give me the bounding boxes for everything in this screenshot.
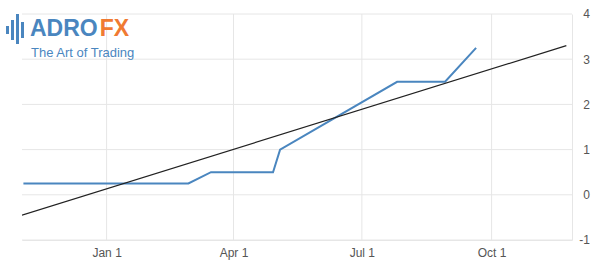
tick-label: Oct 1 bbox=[478, 246, 507, 260]
tick: -1 bbox=[572, 233, 590, 247]
logo-icon bbox=[16, 14, 19, 44]
tick: Jul 1 bbox=[350, 240, 376, 260]
logo-icon bbox=[11, 20, 14, 40]
grid-line bbox=[361, 14, 362, 240]
tick-label: Apr 1 bbox=[220, 246, 249, 260]
tick-label: 3 bbox=[583, 53, 590, 67]
tick: 1 bbox=[572, 143, 590, 157]
tick-label: 4 bbox=[583, 7, 590, 21]
logo-text: ADRO bbox=[30, 15, 98, 41]
logo-tagline: The Art of Trading bbox=[31, 45, 134, 60]
grid bbox=[22, 14, 572, 240]
plot-area bbox=[22, 46, 566, 216]
x-axis: Jan 1 Apr 1 Jul 1 Oct 1 bbox=[23, 240, 573, 260]
logo-icon bbox=[6, 26, 9, 34]
logo: ADROFX The Art of Trading bbox=[6, 14, 134, 60]
series-line bbox=[23, 48, 476, 184]
logo-text: FX bbox=[100, 15, 130, 41]
tick: Oct 1 bbox=[478, 240, 507, 260]
axis-line bbox=[23, 240, 573, 241]
grid-line bbox=[22, 240, 572, 241]
series-line bbox=[22, 46, 566, 216]
grid-line bbox=[491, 14, 492, 240]
tick: Jan 1 bbox=[92, 240, 122, 260]
y-axis: -1 0 1 2 3 4 bbox=[572, 7, 590, 247]
tick-label: Jan 1 bbox=[92, 246, 122, 260]
tick: 3 bbox=[572, 53, 590, 67]
logo-icon bbox=[21, 22, 24, 38]
tick-label: 1 bbox=[583, 143, 590, 157]
grid-line bbox=[22, 194, 572, 195]
tick-label: -1 bbox=[579, 233, 590, 247]
tick: 2 bbox=[572, 98, 590, 112]
tick-label: 2 bbox=[583, 98, 590, 112]
grid-line bbox=[22, 149, 572, 150]
grid-line bbox=[233, 14, 234, 240]
tick-label: Jul 1 bbox=[350, 246, 376, 260]
tick: 0 bbox=[572, 188, 590, 202]
tick: 4 bbox=[572, 7, 590, 21]
tick-label: 0 bbox=[583, 188, 590, 202]
grid-line bbox=[22, 104, 572, 105]
chart: ADROFX The Art of Trading Jan 1 Apr 1 Jul 1 O… bbox=[0, 0, 602, 272]
axis-line bbox=[572, 15, 573, 241]
tick: Apr 1 bbox=[220, 240, 249, 260]
